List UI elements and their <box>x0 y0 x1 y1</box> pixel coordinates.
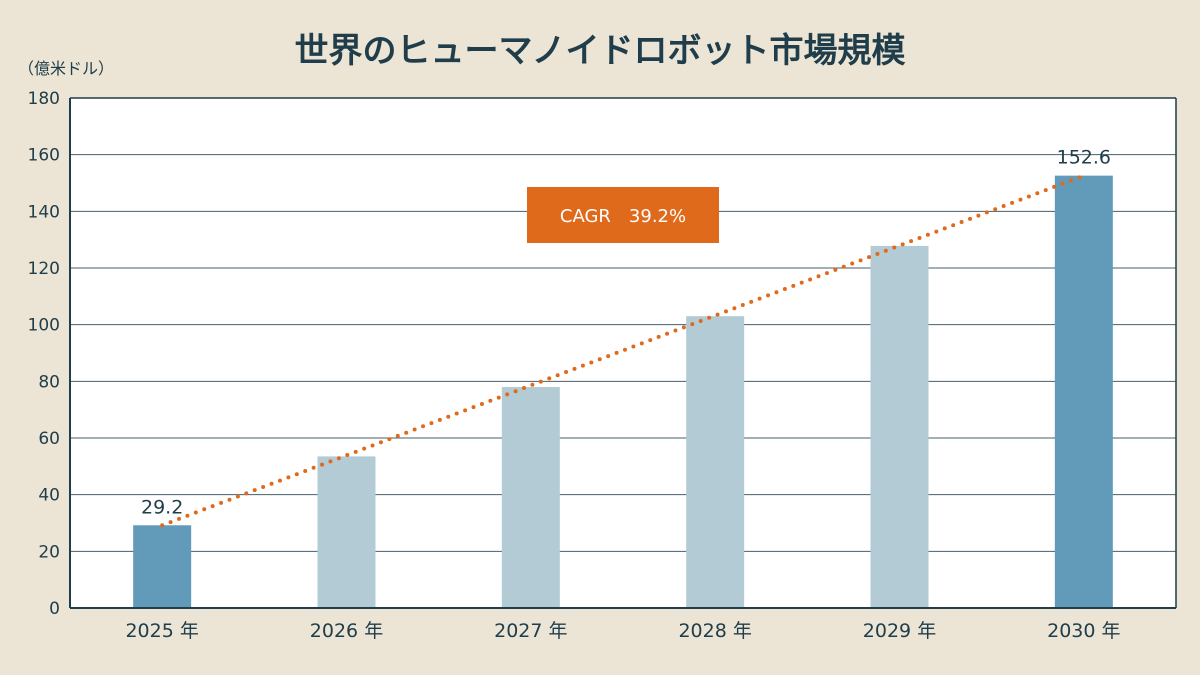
cagr-annotation-box <box>527 187 719 243</box>
bar <box>870 245 929 608</box>
y-tick-label: 20 <box>38 542 60 562</box>
x-tick-labels: 2025 年 2026 年 2027 年 2028 年 2029 年 2030 年 <box>125 620 1120 642</box>
data-labels: 29.2 152.6 <box>141 147 1111 519</box>
x-tick-label: 2026 年 <box>310 620 383 642</box>
cagr-annotation: CAGR 39.2% <box>527 187 719 243</box>
bar <box>501 387 560 608</box>
y-tick-label: 140 <box>28 202 60 222</box>
y-tick-label: 120 <box>28 259 60 279</box>
data-label: 152.6 <box>1057 147 1111 169</box>
bars <box>133 175 1113 608</box>
chart-title: 世界のヒューマノイドロボット市場規模 <box>295 31 906 71</box>
y-tick-label: 80 <box>38 372 60 392</box>
bar <box>133 525 192 608</box>
y-tick-labels: 0 20 40 60 80 100 120 140 160 180 <box>28 89 60 619</box>
y-axis-unit-label: （億米ドル） <box>18 59 114 78</box>
axes <box>69 97 1177 609</box>
bar <box>1054 175 1113 608</box>
y-tick-label: 100 <box>28 316 60 336</box>
y-tick-label: 180 <box>28 89 60 109</box>
cagr-annotation-text: CAGR 39.2% <box>560 206 686 227</box>
y-tick-label: 0 <box>49 599 60 619</box>
data-label: 29.2 <box>141 496 183 518</box>
x-tick-label: 2028 年 <box>678 620 751 642</box>
y-tick-label: 40 <box>38 486 60 506</box>
x-tick-label: 2029 年 <box>863 620 936 642</box>
bar <box>317 456 376 608</box>
x-tick-label: 2025 年 <box>125 620 198 642</box>
x-tick-label: 2030 年 <box>1047 620 1120 642</box>
bar <box>686 316 745 608</box>
y-tick-label: 60 <box>38 429 60 449</box>
x-tick-label: 2027 年 <box>494 620 567 642</box>
plot-area <box>70 98 1176 608</box>
y-tick-label: 160 <box>28 146 60 166</box>
